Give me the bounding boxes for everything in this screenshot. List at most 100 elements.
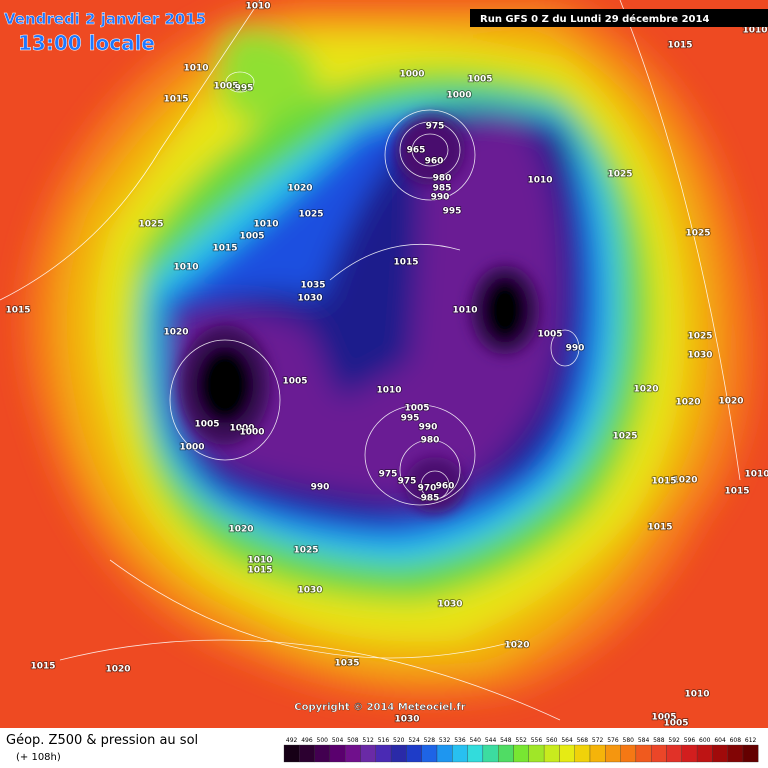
isobar-label: 995 [401, 414, 420, 424]
scale-swatch [651, 744, 667, 763]
forecast-date: Vendredi 2 janvier 2015 [4, 10, 206, 28]
scale-tick-label: 520 [393, 737, 405, 744]
isobar-label: 1020 [287, 184, 312, 194]
scale-tick-label: 500 [317, 737, 329, 744]
isobar-label: 1035 [300, 281, 325, 291]
scale-tick-label: 564 [561, 737, 573, 744]
isobar-label: 1020 [105, 665, 130, 675]
scale-swatch [574, 744, 591, 763]
scale-swatch [452, 744, 468, 763]
isobar-label: 1005 [404, 404, 429, 414]
isobar-label: 970 [418, 484, 437, 494]
isobar-label: 1025 [138, 220, 163, 230]
copyright: Copyright © 2014 Meteociel.fr [294, 702, 465, 713]
isobar-label: 1005 [282, 377, 307, 387]
isobar-label: 1030 [437, 600, 462, 610]
scale-swatch [482, 744, 499, 763]
isobar-label: 1030 [687, 351, 712, 361]
scale-tick-label: 528 [424, 737, 436, 744]
scale-tick-label: 560 [546, 737, 558, 744]
isobar-label: 1015 [651, 477, 676, 487]
isobar-label: 1015 [30, 662, 55, 672]
scale-swatch [742, 744, 759, 763]
isobar-label: 1000 [239, 428, 264, 438]
isobar-label: 1005 [194, 420, 219, 430]
scale-swatch [467, 744, 484, 763]
scale-swatch [635, 744, 652, 763]
isobar-label: 1000 [399, 70, 424, 80]
scale-swatch [314, 744, 331, 763]
isobar-label: 1005 [537, 330, 562, 340]
scale-swatch [283, 744, 300, 763]
isobar-label: 1025 [685, 229, 710, 239]
scale-tick-label: 492 [286, 737, 298, 744]
scale-tick-label: 600 [699, 737, 711, 744]
isobar-label: 1010 [253, 220, 278, 230]
isobar-label: 1010 [742, 26, 767, 36]
scale-tick-label: 508 [347, 737, 359, 744]
isobar-label: 1010 [527, 176, 552, 186]
isobar-label: 1015 [163, 95, 188, 105]
isobar-label: 960 [425, 157, 444, 167]
isobar-label: 1030 [297, 586, 322, 596]
scale-swatch [299, 744, 315, 763]
isobar-label: 1020 [504, 641, 529, 651]
scale-tick-label: 576 [607, 737, 619, 744]
map-field [0, 0, 768, 728]
isobar-label: 1020 [633, 385, 658, 395]
isobar-label: 1020 [163, 328, 188, 338]
isobar-label: 1030 [297, 294, 322, 304]
scale-tick-label: 516 [378, 737, 390, 744]
scale-tick-label: 608 [730, 737, 742, 744]
isobar-label: 1020 [718, 397, 743, 407]
scale-tick-label: 584 [638, 737, 650, 744]
isobar-label: 1010 [376, 386, 401, 396]
scale-tick-label: 540 [470, 737, 482, 744]
scale-swatch [436, 744, 453, 763]
footer-title: Géop. Z500 & pression au sol [6, 733, 198, 748]
isobar-label: 1020 [228, 525, 253, 535]
isobar-label: 1010 [247, 556, 272, 566]
isobar-label: 1000 [229, 424, 254, 434]
scale-swatch [360, 744, 376, 763]
isobar-label: 1030 [394, 715, 419, 725]
scale-tick-label: 588 [653, 737, 665, 744]
scale-swatch [696, 744, 713, 763]
isobar-label: 1005 [213, 82, 238, 92]
scale-tick-label: 552 [515, 737, 527, 744]
scale-swatch [681, 744, 698, 763]
scale-tick-label: 556 [531, 737, 543, 744]
scale-tick-label: 572 [592, 737, 604, 744]
isobar-label: 990 [419, 423, 438, 433]
scale-tick-label: 580 [623, 737, 635, 744]
isobar-label: 980 [433, 174, 452, 184]
isobar-label: 990 [566, 344, 585, 354]
isobar-label: 1015 [724, 487, 749, 497]
isobar-label: 1025 [612, 432, 637, 442]
isobar-label: 1015 [393, 258, 418, 268]
isobar-label: 990 [311, 483, 330, 493]
scale-tick-label: 592 [668, 737, 680, 744]
scale-swatch [390, 744, 407, 763]
forecast-time: 13:00 locale [18, 31, 155, 55]
isobar-label: 995 [443, 207, 462, 217]
footer-lead: (+ 108h) [16, 752, 61, 763]
isobar-label: 1025 [298, 210, 323, 220]
run-banner [470, 9, 768, 27]
scale-swatch [543, 744, 560, 763]
scale-tick-label: 536 [454, 737, 466, 744]
scale-swatch [559, 744, 575, 763]
scale-tick-label: 568 [577, 737, 589, 744]
isobar-label: 1005 [239, 232, 264, 242]
scale-swatch [329, 744, 346, 763]
scale-swatch [727, 744, 744, 763]
scale-tick-label: 524 [408, 737, 420, 744]
scale-tick-label: 612 [745, 737, 757, 744]
isobar-label: 965 [407, 146, 426, 156]
isobar-label: 1035 [334, 659, 359, 669]
scale-swatch [375, 744, 392, 763]
isobar-label: 1025 [607, 170, 632, 180]
isobar-label: 975 [379, 470, 398, 480]
isobar-label: 990 [431, 193, 450, 203]
